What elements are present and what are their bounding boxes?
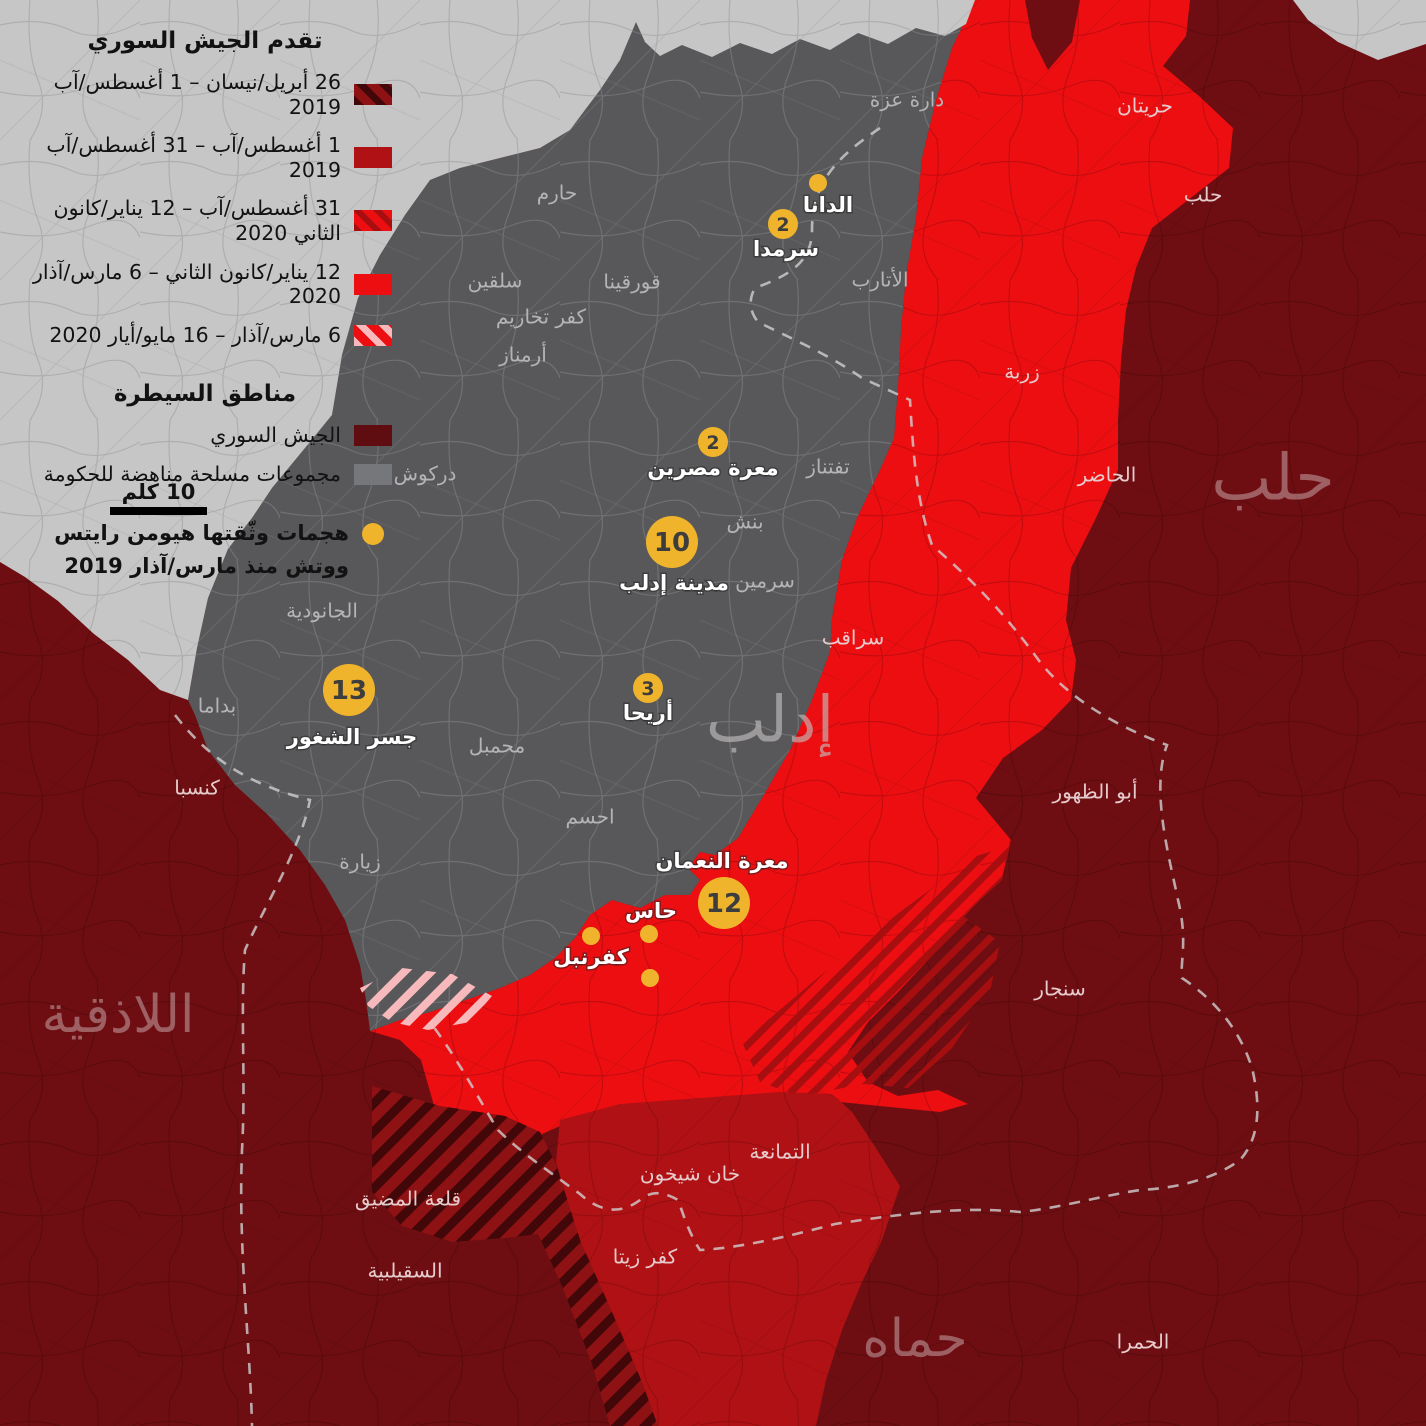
place-label-34: كفر زيتا xyxy=(613,1245,678,1269)
attack-marker-2: 10 xyxy=(646,516,698,568)
place-label-2: معرة مصرين xyxy=(647,456,778,480)
swatch-hatch-light xyxy=(354,324,392,346)
place-label-13: أرمناز xyxy=(498,342,547,367)
governorate-label-2: اللاذقية xyxy=(42,985,195,1045)
place-label-1: سرمدا xyxy=(753,237,819,261)
place-label-14: دارة عزة xyxy=(870,88,944,112)
legend-item-label: 31 أغسطس/آب – 12 يناير/كانون الثاني 2020 xyxy=(53,196,341,245)
place-label-8: كفرنبل xyxy=(553,945,629,969)
svg-text:2: 2 xyxy=(706,432,719,454)
place-label-9: حارم xyxy=(537,181,578,205)
legend-item-advance-4: 12 يناير/كانون الثاني – 6 مارس/آذار 2020 xyxy=(0,260,392,309)
place-label-20: الجانودية xyxy=(286,599,358,623)
swatch-government xyxy=(354,425,392,447)
svg-text:2: 2 xyxy=(776,214,789,236)
legend-item-advance-1: 26 أبريل/نيسان – 1 أغسطس/آب 2019 xyxy=(0,70,392,119)
province-borders xyxy=(173,126,1259,1426)
legend-item-label: 6 مارس/آذار – 16 مايو/أيار 2020 xyxy=(49,322,341,347)
place-label-0: الدانا xyxy=(803,193,853,217)
place-label-35: قلعة المضيق xyxy=(355,1187,461,1211)
place-label-16: تفتناز xyxy=(805,455,850,479)
svg-text:13: 13 xyxy=(331,676,367,706)
place-label-3: مدينة إدلب xyxy=(619,571,729,595)
place-label-11: قورقينا xyxy=(603,270,660,294)
attack-marker-0: 2 xyxy=(768,209,798,239)
legend-advance-title: تقدم الجيش السوري xyxy=(87,28,323,54)
swatch-hatch-red xyxy=(354,210,392,232)
place-label-18: سرمين xyxy=(735,569,795,593)
legend-item-advance-5: 6 مارس/آذار – 16 مايو/أيار 2020 xyxy=(0,323,392,348)
attack-markers: 2 2 10 3 13 12 xyxy=(323,174,827,987)
place-label-30: أبو الظهور xyxy=(1051,779,1137,804)
place-label-21: بداما xyxy=(198,694,236,718)
place-label-29: سراقب xyxy=(822,626,885,650)
legend-item-label: مجموعات مسلحة مناهضة للحكومة xyxy=(43,461,341,486)
place-label-26: حلب xyxy=(1184,183,1223,207)
swatch-opposition xyxy=(354,463,392,485)
place-label-23: احسم xyxy=(565,805,614,829)
legend-item-advance-2: 1 أغسطس/آب – 31 أغسطس/آب 2019 xyxy=(0,133,392,182)
scale-bar-line xyxy=(110,507,207,515)
place-label-5: جسر الشغور xyxy=(286,725,417,749)
place-label-17: بنش xyxy=(726,510,763,534)
svg-text:10: 10 xyxy=(654,528,690,558)
place-label-10: سلقين xyxy=(468,269,523,293)
place-label-6: معرة النعمان xyxy=(655,849,788,873)
attack-dot-icon xyxy=(362,522,384,545)
place-label-7: حاس xyxy=(625,899,677,923)
place-label-25: حريتان xyxy=(1117,94,1173,118)
place-label-24: زيارة xyxy=(339,850,380,874)
place-label-33: خان شيخون xyxy=(640,1162,740,1186)
attack-marker-5: 12 xyxy=(698,877,750,929)
place-label-12: كفر تخاريم xyxy=(496,305,587,329)
legend-attacks-note: هجمات وثّقتها هيومن رايتس ووتش منذ مارس/… xyxy=(0,517,392,584)
legend: تقدم الجيش السوري 26 أبريل/نيسان – 1 أغس… xyxy=(0,14,398,598)
attack-dot-0 xyxy=(809,174,827,192)
place-label-22: محمبل xyxy=(469,734,525,758)
place-label-31: سنجار xyxy=(1033,977,1085,1001)
legend-item-label: 12 يناير/كانون الثاني – 6 مارس/آذار 2020 xyxy=(32,259,341,309)
legend-item-label: 26 أبريل/نيسان – 1 أغسطس/آب 2019 xyxy=(53,70,341,119)
scale-bar: 10 كلم xyxy=(110,480,207,515)
place-label-32: التمانعة xyxy=(749,1140,810,1164)
place-label-38: كنسبا xyxy=(174,776,220,800)
legend-control-title: مناطق السيطرة xyxy=(113,381,297,408)
attack-marker-3: 3 xyxy=(633,673,663,703)
legend-item-label: الجيش السوري xyxy=(210,423,341,448)
swatch-hatch-dark xyxy=(354,84,392,106)
place-label-37: الحمرا xyxy=(1117,1330,1170,1354)
swatch-solid-bright xyxy=(354,273,392,295)
attack-dot-2 xyxy=(582,927,600,945)
attack-marker-1: 2 xyxy=(698,427,728,457)
region-maroon-wedge xyxy=(1025,0,1080,70)
legend-item-label: 1 أغسطس/آب – 31 أغسطس/آب 2019 xyxy=(46,133,341,182)
legend-item-control-2: مجموعات مسلحة مناهضة للحكومة xyxy=(0,462,392,487)
place-label-27: زربة xyxy=(1004,360,1040,384)
place-label-28: الحاضر xyxy=(1077,463,1137,487)
place-label-19: دركوش xyxy=(394,462,457,486)
legend-item-advance-3: 31 أغسطس/آب – 12 يناير/كانون الثاني 2020 xyxy=(0,196,392,245)
governorate-labels: إدلب حلب اللاذقية حماه xyxy=(42,442,1335,1369)
attacks-note-text: هجمات وثّقتها هيومن رايتس ووتش منذ مارس/… xyxy=(54,520,349,579)
governorate-label-1: حلب xyxy=(1211,442,1335,516)
attack-marker-4: 13 xyxy=(323,664,375,716)
svg-text:12: 12 xyxy=(706,889,742,919)
svg-text:3: 3 xyxy=(641,678,654,700)
attack-dot-1 xyxy=(640,925,658,943)
governorate-label-3: حماه xyxy=(862,1309,967,1369)
swatch-solid-medium xyxy=(354,147,392,169)
legend-item-control-1: الجيش السوري xyxy=(0,423,392,448)
attack-dot-3 xyxy=(641,969,659,987)
governorate-label-0: إدلب xyxy=(706,684,835,758)
scale-label: 10 كلم xyxy=(121,480,196,504)
place-label-36: السقيلبية xyxy=(367,1259,442,1283)
place-label-15: الأتارب xyxy=(851,268,908,292)
